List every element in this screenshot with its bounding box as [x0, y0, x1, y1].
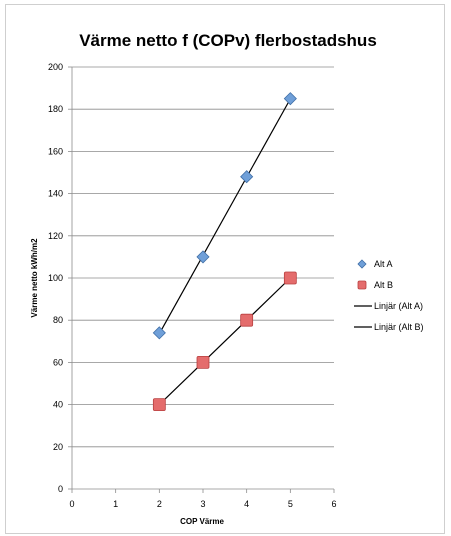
y-tick-label: 20 — [53, 442, 63, 452]
y-tick-labels: 0 20 40 60 80 100 120 140 160 180 200 — [48, 62, 63, 494]
y-tick-label: 200 — [48, 62, 63, 72]
chart-frame — [5, 4, 445, 534]
y-tick-label: 40 — [53, 400, 63, 410]
point-square-2 — [240, 313, 254, 327]
x-tick-label: 1 — [113, 499, 118, 509]
data-points — [152, 92, 297, 412]
y-tick-label: 0 — [58, 484, 63, 494]
x-tick-labels: 0 1 2 3 4 5 6 — [69, 499, 336, 509]
point-square-3 — [283, 271, 297, 285]
point-diamond-1 — [196, 250, 210, 264]
point-square-0 — [152, 398, 166, 412]
legend-marker-0 — [357, 259, 367, 269]
y-tick-label: 140 — [48, 189, 63, 199]
legend-label: Alt B — [374, 280, 393, 290]
y-tick-label: 120 — [48, 231, 63, 241]
y-tick-label: 80 — [53, 315, 63, 325]
point-diamond-0 — [152, 326, 166, 340]
y-tick-label: 180 — [48, 104, 63, 114]
chart-title: Värme netto f (COPv) flerbostadshus — [79, 31, 377, 50]
legend-marker-1 — [357, 280, 367, 290]
trendlines — [158, 98, 291, 406]
axes — [68, 66, 335, 493]
x-tick-label: 6 — [331, 499, 336, 509]
x-tick-label: 3 — [200, 499, 205, 509]
point-diamond-2 — [240, 170, 254, 184]
y-tick-label: 100 — [48, 273, 63, 283]
x-axis-label: COP Värme — [180, 517, 224, 526]
legend-label: Alt A — [374, 259, 393, 269]
y-tick-label: 160 — [48, 146, 63, 156]
x-tick-label: 5 — [288, 499, 293, 509]
trendline-0 — [158, 98, 291, 334]
point-diamond-3 — [283, 92, 297, 106]
legend-label: Linjär (Alt B) — [374, 322, 424, 332]
gridlines — [72, 66, 334, 448]
legend-label: Linjär (Alt A) — [374, 301, 423, 311]
x-tick-label: 4 — [244, 499, 249, 509]
legend: Alt A Alt B Linjär (Alt A) Linjär (Alt B) — [354, 259, 424, 332]
y-tick-label: 60 — [53, 357, 63, 367]
trendline-1 — [158, 277, 291, 406]
point-square-1 — [196, 355, 210, 369]
x-tick-label: 2 — [157, 499, 162, 509]
y-axis-label: Värme netto kWh/m2 — [30, 238, 39, 318]
x-tick-label: 0 — [69, 499, 74, 509]
